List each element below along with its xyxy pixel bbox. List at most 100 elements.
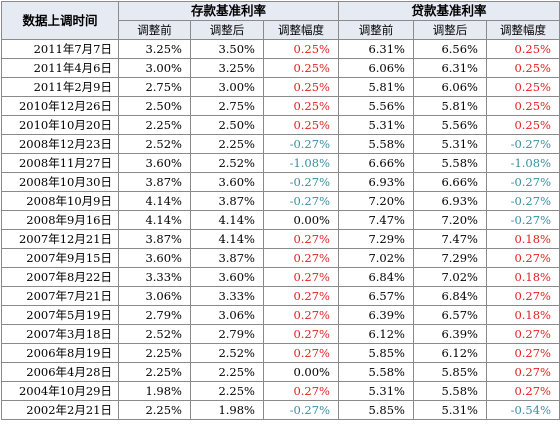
- loan-before-cell: 6.57%: [338, 286, 414, 306]
- deposit-before-cell: 3.60%: [118, 248, 191, 268]
- loan-before-cell: 6.39%: [338, 305, 414, 325]
- deposit-change-cell: 0.27%: [263, 267, 339, 287]
- table-row: 2010年12月26日 2.50% 2.75% 0.25% 5.56% 5.81% 0.25…: [1, 96, 560, 116]
- deposit-before-cell: 2.50%: [118, 96, 191, 116]
- interest-rate-table: 数据上调时间 存款基准利率 贷款基准利率 调整前 调整后 调整幅度 调整前 调整…: [1, 1, 560, 420]
- loan-after-cell: 7.47%: [413, 229, 487, 249]
- table-row: 2008年9月16日 4.14% 4.14% 0.00% 7.47% 7.20% -0.27…: [1, 210, 560, 230]
- loan-after-cell: 6.56%: [413, 39, 487, 59]
- date-cell: 2008年10月9日: [1, 191, 119, 211]
- loan-change-cell: 0.27%: [486, 248, 560, 268]
- table-row: 2011年4月6日 3.00% 3.25% 0.25% 6.06% 6.31% 0.25%: [1, 58, 560, 78]
- loan-change-cell: 0.27%: [486, 324, 560, 344]
- date-cell: 2008年11月27日: [1, 153, 119, 173]
- date-cell: 2011年2月9日: [1, 77, 119, 97]
- table-row: 2011年2月9日 2.75% 3.00% 0.25% 5.81% 6.06% 0.25%: [1, 77, 560, 97]
- date-column-header: 数据上调时间: [1, 1, 119, 40]
- loan-before-cell: 6.06%: [338, 58, 414, 78]
- deposit-change-cell: 0.27%: [263, 324, 339, 344]
- loan-after-cell: 6.66%: [413, 172, 487, 192]
- deposit-before-header: 调整前: [118, 20, 191, 40]
- deposit-after-cell: 2.79%: [190, 324, 264, 344]
- deposit-change-cell: 0.25%: [263, 96, 339, 116]
- table-row: 2007年12月21日 3.87% 4.14% 0.27% 7.29% 7.47% 0.18…: [1, 229, 560, 249]
- loan-before-cell: 7.20%: [338, 191, 414, 211]
- date-cell: 2007年8月22日: [1, 267, 119, 287]
- loan-after-cell: 7.29%: [413, 248, 487, 268]
- table-row: 2007年3月18日 2.52% 2.79% 0.27% 6.12% 6.39% 0.27%: [1, 324, 560, 344]
- deposit-after-cell: 2.52%: [190, 153, 264, 173]
- deposit-change-header: 调整幅度: [263, 20, 339, 40]
- deposit-change-cell: -0.27%: [263, 172, 339, 192]
- deposit-after-cell: 2.25%: [190, 381, 264, 401]
- loan-after-cell: 6.39%: [413, 324, 487, 344]
- date-cell: 2011年7月7日: [1, 39, 119, 59]
- loan-before-header: 调整前: [338, 20, 414, 40]
- deposit-before-cell: 3.87%: [118, 172, 191, 192]
- table-row: 2008年12月23日 2.52% 2.25% -0.27% 5.58% 5.31% -0.…: [1, 134, 560, 154]
- deposit-before-cell: 3.00%: [118, 58, 191, 78]
- deposit-before-cell: 3.06%: [118, 286, 191, 306]
- loan-after-cell: 5.31%: [413, 400, 487, 420]
- deposit-change-cell: 0.25%: [263, 58, 339, 78]
- date-cell: 2007年3月18日: [1, 324, 119, 344]
- table-row: 2006年8月19日 2.25% 2.52% 0.27% 5.85% 6.12% 0.27%: [1, 343, 560, 363]
- deposit-before-cell: 2.25%: [118, 115, 191, 135]
- loan-after-cell: 7.02%: [413, 267, 487, 287]
- deposit-change-cell: 0.00%: [263, 362, 339, 382]
- date-cell: 2002年2月21日: [1, 400, 119, 420]
- loan-change-cell: -0.27%: [486, 210, 560, 230]
- loan-change-cell: -0.54%: [486, 400, 560, 420]
- deposit-before-cell: 2.25%: [118, 343, 191, 363]
- loan-after-cell: 5.58%: [413, 381, 487, 401]
- deposit-before-cell: 2.52%: [118, 324, 191, 344]
- deposit-after-cell: 3.87%: [190, 248, 264, 268]
- date-cell: 2008年9月16日: [1, 210, 119, 230]
- deposit-after-cell: 2.25%: [190, 362, 264, 382]
- deposit-after-cell: 3.25%: [190, 58, 264, 78]
- deposit-before-cell: 2.25%: [118, 362, 191, 382]
- loan-change-cell: 0.25%: [486, 96, 560, 116]
- table-row: 2007年8月22日 3.33% 3.60% 0.27% 6.84% 7.02% 0.18%: [1, 267, 560, 287]
- deposit-after-cell: 1.98%: [190, 400, 264, 420]
- loan-after-cell: 6.57%: [413, 305, 487, 325]
- rate-table-container: 数据上调时间 存款基准利率 贷款基准利率 调整前 调整后 调整幅度 调整前 调整…: [1, 1, 560, 420]
- date-cell: 2006年8月19日: [1, 343, 119, 363]
- deposit-change-cell: 0.27%: [263, 248, 339, 268]
- table-row: 2008年10月30日 3.87% 3.60% -0.27% 6.93% 6.66% -0.…: [1, 172, 560, 192]
- deposit-before-cell: 2.25%: [118, 400, 191, 420]
- loan-before-cell: 5.58%: [338, 134, 414, 154]
- deposit-change-cell: 0.27%: [263, 343, 339, 363]
- deposit-change-cell: -0.27%: [263, 191, 339, 211]
- loan-before-cell: 6.66%: [338, 153, 414, 173]
- deposit-before-cell: 3.87%: [118, 229, 191, 249]
- deposit-before-cell: 4.14%: [118, 210, 191, 230]
- table-row: 2008年10月9日 4.14% 3.87% -0.27% 7.20% 6.93% -0.2…: [1, 191, 560, 211]
- deposit-after-cell: 2.25%: [190, 134, 264, 154]
- header-row-sub: 调整前 调整后 调整幅度 调整前 调整后 调整幅度: [2, 20, 560, 40]
- table-row: 2010年10月20日 2.25% 2.50% 0.25% 5.31% 5.56% 0.25…: [1, 115, 560, 135]
- date-cell: 2006年4月28日: [1, 362, 119, 382]
- table-row: 2007年9月15日 3.60% 3.87% 0.27% 7.02% 7.29% 0.27%: [1, 248, 560, 268]
- loan-before-cell: 5.56%: [338, 96, 414, 116]
- deposit-before-cell: 2.79%: [118, 305, 191, 325]
- table-row: 2002年2月21日 2.25% 1.98% -0.27% 5.85% 5.31% -0.5…: [1, 400, 560, 420]
- loan-before-cell: 5.81%: [338, 77, 414, 97]
- loan-change-cell: 0.27%: [486, 343, 560, 363]
- deposit-change-cell: 0.00%: [263, 210, 339, 230]
- date-cell: 2008年10月30日: [1, 172, 119, 192]
- date-cell: 2008年12月23日: [1, 134, 119, 154]
- deposit-change-cell: -0.27%: [263, 400, 339, 420]
- loan-after-cell: 7.20%: [413, 210, 487, 230]
- deposit-change-cell: 0.25%: [263, 39, 339, 59]
- loan-change-cell: 0.27%: [486, 286, 560, 306]
- loan-change-cell: 0.25%: [486, 58, 560, 78]
- loan-rate-group-header: 贷款基准利率: [338, 1, 560, 21]
- loan-change-cell: -1.08%: [486, 153, 560, 173]
- deposit-before-cell: 3.33%: [118, 267, 191, 287]
- deposit-after-cell: 3.87%: [190, 191, 264, 211]
- loan-change-cell: 0.18%: [486, 267, 560, 287]
- loan-before-cell: 6.31%: [338, 39, 414, 59]
- loan-after-cell: 6.84%: [413, 286, 487, 306]
- deposit-change-cell: 0.27%: [263, 381, 339, 401]
